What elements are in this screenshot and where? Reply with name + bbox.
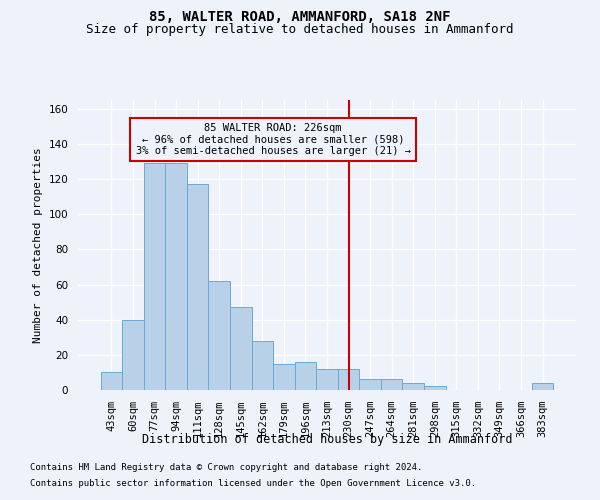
Bar <box>230 308 251 390</box>
Bar <box>208 281 230 390</box>
Bar <box>381 380 403 390</box>
Text: Contains HM Land Registry data © Crown copyright and database right 2024.: Contains HM Land Registry data © Crown c… <box>30 464 422 472</box>
Bar <box>122 320 144 390</box>
Bar <box>166 164 187 390</box>
Text: Contains public sector information licensed under the Open Government Licence v3: Contains public sector information licen… <box>30 478 476 488</box>
Text: Distribution of detached houses by size in Ammanford: Distribution of detached houses by size … <box>142 432 512 446</box>
Bar <box>316 369 338 390</box>
Bar <box>359 380 381 390</box>
Bar <box>338 369 359 390</box>
Bar <box>144 164 166 390</box>
Bar <box>532 383 553 390</box>
Bar <box>101 372 122 390</box>
Text: 85, WALTER ROAD, AMMANFORD, SA18 2NF: 85, WALTER ROAD, AMMANFORD, SA18 2NF <box>149 10 451 24</box>
Bar <box>251 341 273 390</box>
Bar <box>187 184 208 390</box>
Bar <box>403 383 424 390</box>
Text: Size of property relative to detached houses in Ammanford: Size of property relative to detached ho… <box>86 22 514 36</box>
Text: 85 WALTER ROAD: 226sqm
← 96% of detached houses are smaller (598)
3% of semi-det: 85 WALTER ROAD: 226sqm ← 96% of detached… <box>136 123 410 156</box>
Bar <box>273 364 295 390</box>
Bar <box>295 362 316 390</box>
Bar <box>424 386 446 390</box>
Y-axis label: Number of detached properties: Number of detached properties <box>33 147 43 343</box>
